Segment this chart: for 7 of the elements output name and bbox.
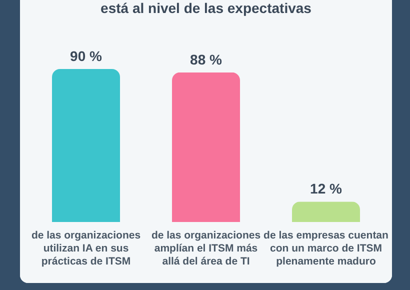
data-label: 12 % — [310, 180, 342, 197]
x-tick-label: de las empresas cuentan con un marco de ITSM plenamente maduro — [264, 230, 388, 268]
chart-title: está al nivel de las expectativas — [100, 0, 312, 16]
x-tick-label: de las organizaciones amplían el ITSM más allá del área de TI — [151, 230, 261, 268]
data-label: 90 % — [70, 48, 102, 64]
data-label: 88 % — [190, 51, 222, 68]
x-tick-label: de las organizaciones utilizan IA en sus prácticas de ITSM — [31, 230, 141, 268]
